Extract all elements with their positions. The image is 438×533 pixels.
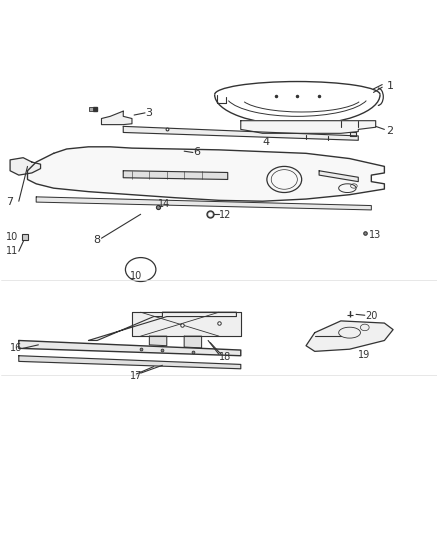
Text: 7: 7 xyxy=(6,197,13,207)
Text: 13: 13 xyxy=(369,230,381,240)
Polygon shape xyxy=(350,132,356,136)
Polygon shape xyxy=(36,197,371,210)
Polygon shape xyxy=(184,336,201,348)
Text: 16: 16 xyxy=(10,343,22,353)
Text: 8: 8 xyxy=(93,235,100,245)
Polygon shape xyxy=(241,120,376,133)
Text: 11: 11 xyxy=(6,246,18,256)
Text: 6: 6 xyxy=(193,148,200,157)
Text: 2: 2 xyxy=(387,126,394,136)
Polygon shape xyxy=(306,321,393,351)
Polygon shape xyxy=(132,312,241,336)
Polygon shape xyxy=(19,341,241,356)
Polygon shape xyxy=(319,171,358,182)
Text: 20: 20 xyxy=(365,311,377,321)
Text: 12: 12 xyxy=(219,210,231,220)
Polygon shape xyxy=(10,158,41,175)
Polygon shape xyxy=(19,356,241,369)
Text: 4: 4 xyxy=(262,137,270,147)
Text: 17: 17 xyxy=(130,371,142,381)
Polygon shape xyxy=(88,312,237,341)
Text: 1: 1 xyxy=(387,81,394,91)
Text: 3: 3 xyxy=(145,108,152,118)
Polygon shape xyxy=(149,336,167,346)
Text: 18: 18 xyxy=(219,352,231,361)
Text: 10: 10 xyxy=(130,271,142,281)
Text: 14: 14 xyxy=(158,199,170,209)
Text: 19: 19 xyxy=(358,350,371,360)
Polygon shape xyxy=(123,171,228,180)
Polygon shape xyxy=(28,147,385,201)
Polygon shape xyxy=(102,111,132,125)
Polygon shape xyxy=(123,126,358,140)
Text: 10: 10 xyxy=(6,232,18,242)
